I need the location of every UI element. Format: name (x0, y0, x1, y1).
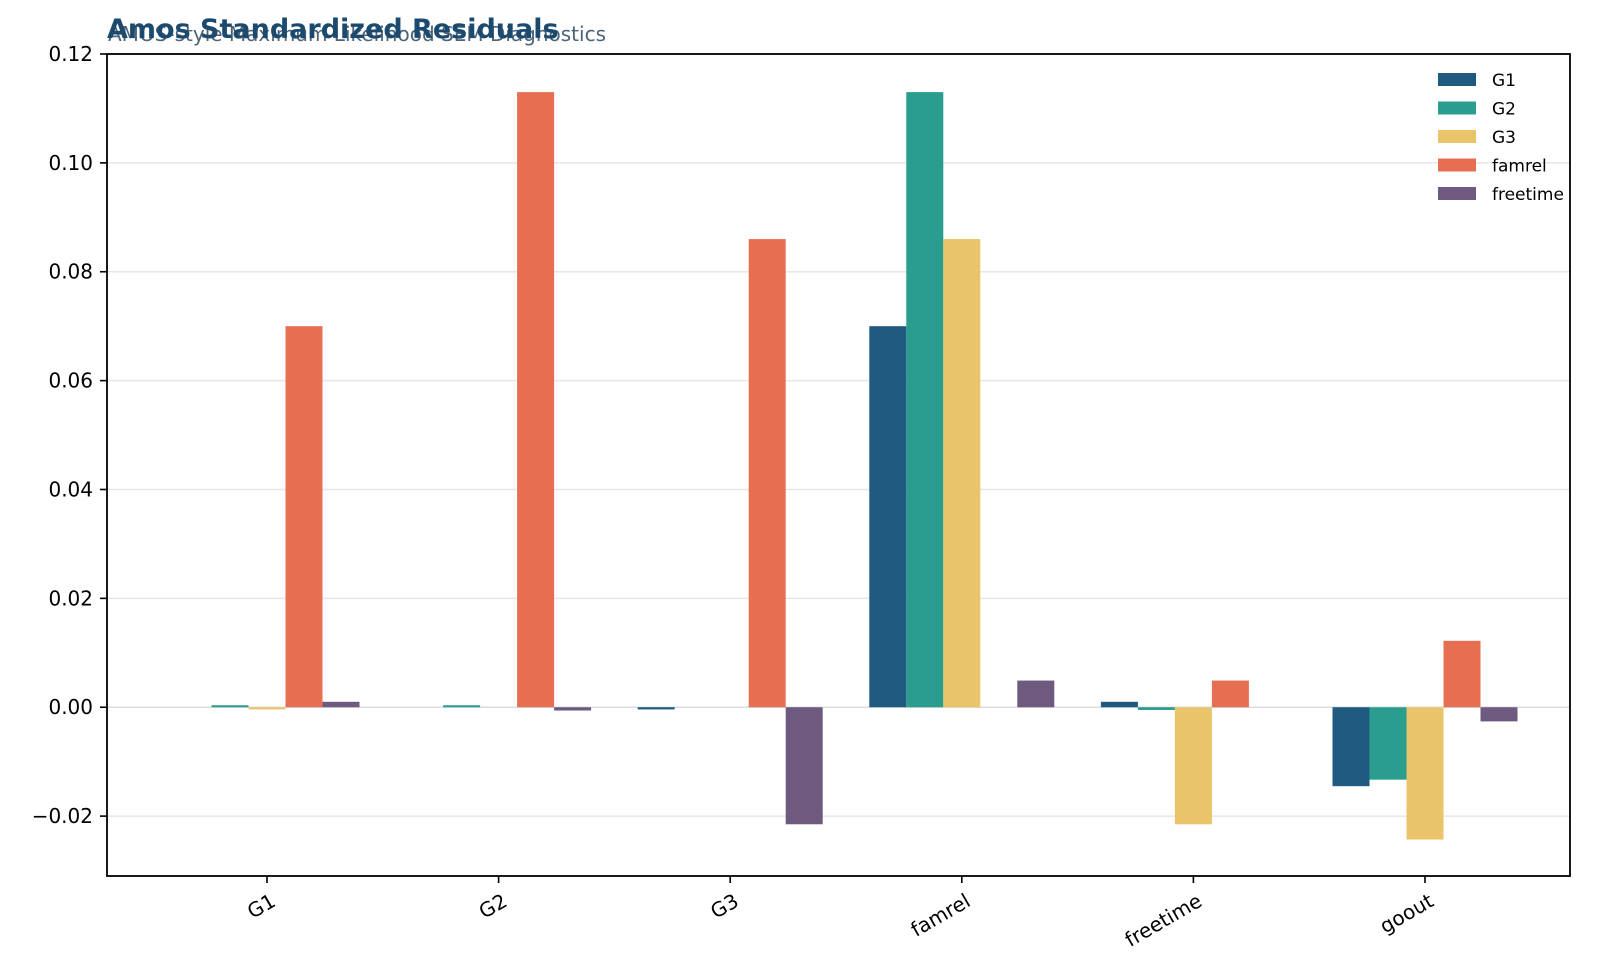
bar-famrel-goout (1443, 640, 1481, 708)
plot-frame (106, 53, 1571, 877)
legend: G1 G2 G3 famrel freetime (1438, 71, 1564, 205)
bar-G2-freetime (1137, 707, 1175, 710)
legend-swatch-famrel (1438, 158, 1476, 172)
legend-label-G3: G3 (1492, 128, 1516, 148)
bar-freetime-G2 (554, 707, 592, 711)
legend-label-freetime: freetime (1492, 185, 1564, 205)
y-tick-label-2: 0.02 (48, 586, 93, 610)
bar-famrel-freetime (1211, 680, 1249, 708)
bar-G1-freetime (1100, 701, 1138, 708)
bar-G2-G1 (211, 705, 249, 708)
x-tick-label-G2: G2 (475, 889, 511, 924)
legend-swatch-freetime (1438, 187, 1476, 200)
bars (211, 92, 1518, 840)
bar-G1-famrel (869, 326, 907, 708)
bar-famrel-G2 (517, 92, 555, 708)
legend-label-G2: G2 (1492, 100, 1516, 120)
x-tick-label-G1: G1 (243, 889, 279, 924)
bar-G2-famrel (906, 92, 944, 708)
legend-label-famrel: famrel (1492, 157, 1547, 177)
bar-famrel-G3 (748, 239, 786, 708)
chart-title: Amos Standardized Residuals (107, 14, 559, 45)
x-tick-label-famrel: famrel (906, 889, 974, 942)
legend-swatch-G2 (1438, 101, 1476, 115)
bar-G3-goout (1406, 707, 1444, 840)
bar-G2-G2 (443, 705, 481, 708)
bar-freetime-G1 (322, 701, 360, 708)
bar-freetime-goout (1480, 707, 1518, 722)
y-axis: −0.02 0.00 0.02 0.04 0.06 0.08 0.10 0.12 (32, 42, 107, 828)
bar-G1-goout (1332, 707, 1370, 787)
x-tick-label-freetime: freetime (1121, 889, 1206, 952)
legend-swatch-G1 (1438, 73, 1476, 86)
legend-label-G1: G1 (1492, 71, 1516, 91)
y-tick-label-1: 0.00 (48, 695, 93, 719)
chart-subtitle: AMOS-style Maximum Likelihood SEM Diagno… (108, 22, 606, 46)
y-tick-label-0: −0.02 (32, 804, 93, 828)
x-tick-label-goout: goout (1376, 888, 1438, 938)
bar-freetime-famrel (1017, 680, 1055, 708)
bar-G3-famrel (943, 239, 981, 708)
bar-G2-goout (1369, 707, 1407, 780)
bar-famrel-G1 (285, 326, 323, 708)
y-tick-label-7: 0.12 (48, 42, 93, 66)
x-axis: G1 G2 G3 famrel freetime goout (243, 876, 1438, 952)
y-tick-label-6: 0.10 (48, 151, 93, 175)
legend-swatch-G3 (1438, 130, 1476, 143)
y-tick-label-4: 0.06 (48, 369, 93, 393)
bar-freetime-G3 (785, 707, 823, 825)
bar-G3-freetime (1174, 707, 1212, 825)
y-tick-label-3: 0.04 (48, 477, 93, 501)
bar-G3-G1 (248, 707, 286, 710)
bar-G1-G3 (637, 707, 675, 710)
x-tick-label-G3: G3 (706, 889, 742, 924)
y-tick-label-5: 0.08 (48, 260, 93, 284)
